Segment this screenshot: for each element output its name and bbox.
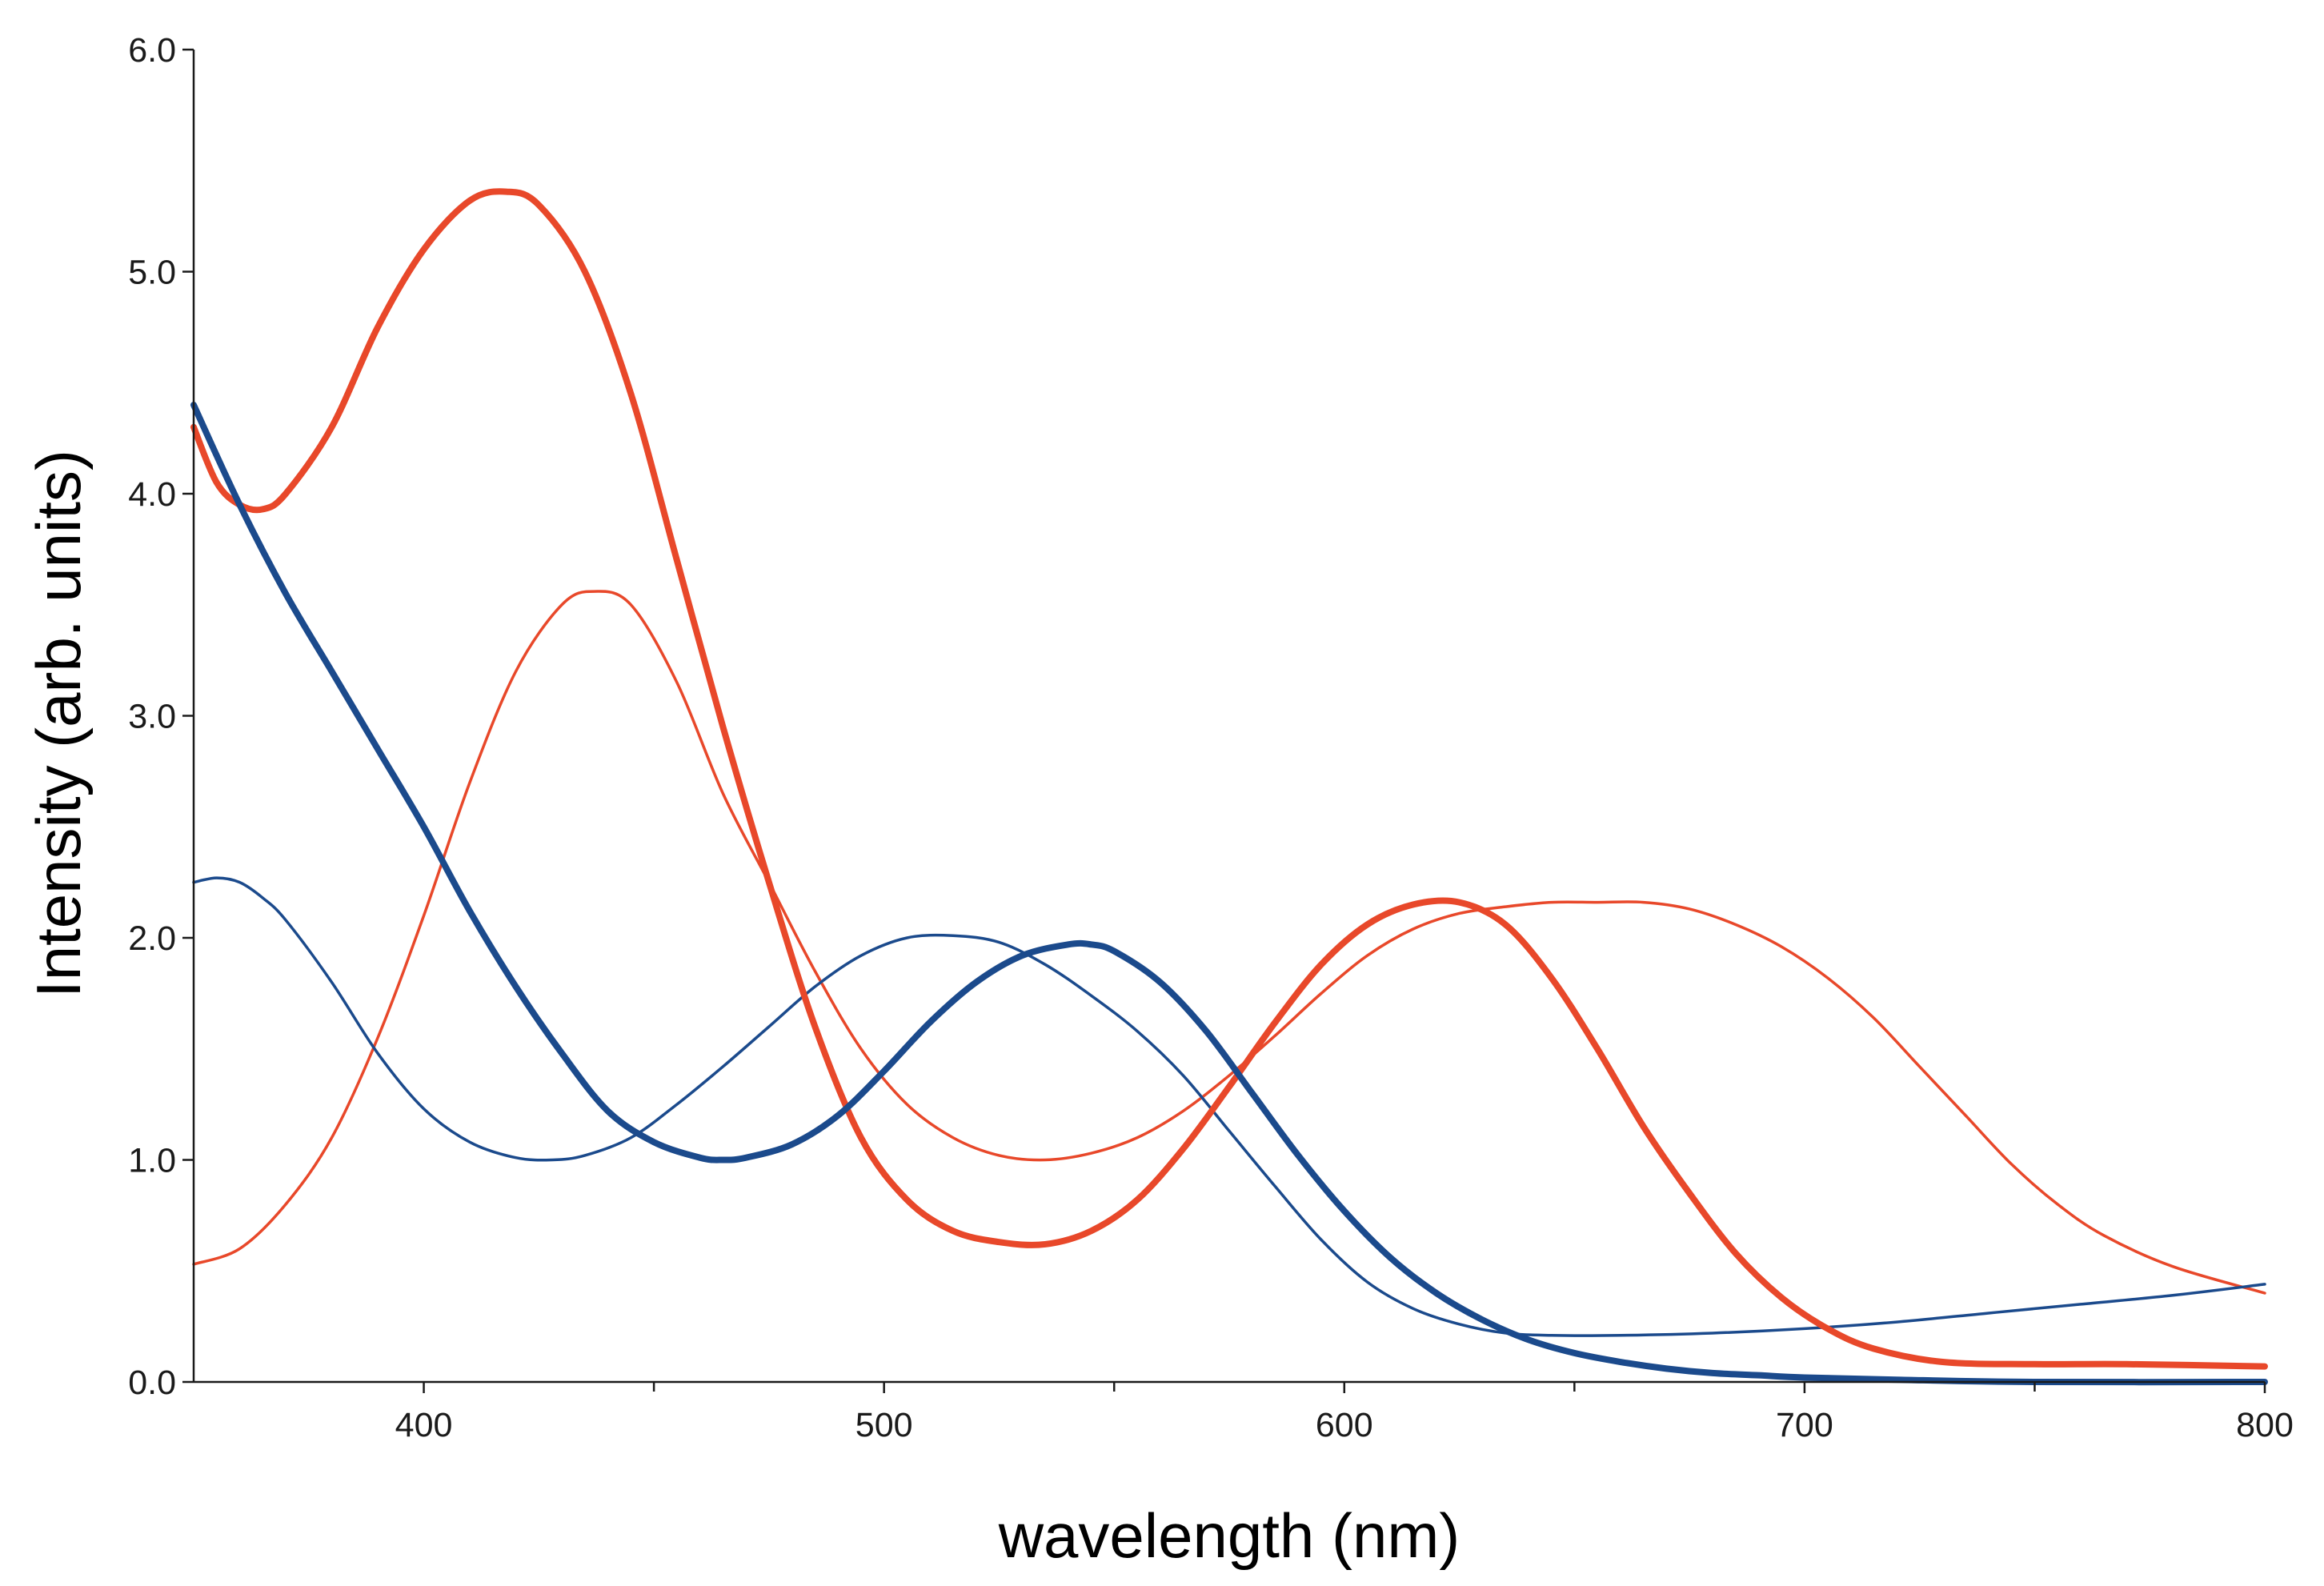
x-tick-label: 700 [1776,1406,1833,1444]
series-line-red-thick [190,188,2268,1370]
x-axis-ticks: 400 500 600 700 800 [395,1382,2294,1444]
y-tick-label: 0.0 [128,1364,176,1402]
x-tick-label: 600 [1316,1406,1373,1444]
y-tick-label: 5.0 [128,254,176,292]
y-tick-label: 6.0 [128,31,176,70]
plot-series-group [190,188,2268,1386]
y-tick-label: 2.0 [128,919,176,958]
y-tick-label: 3.0 [128,698,176,736]
x-axis-title: wavelength (nm) [998,1500,1461,1571]
x-tick-label: 800 [2236,1406,2294,1444]
y-axis-ticks: 0.0 1.0 2.0 3.0 4.0 5.0 6.0 [128,31,194,1402]
x-tick-label: 400 [395,1406,453,1444]
y-tick-label: 4.0 [128,475,176,514]
series-line-red-thin [192,590,2266,1295]
series-line-blue-thick [190,402,2268,1386]
x-tick-label: 500 [855,1406,913,1444]
series-line-blue-thin [192,876,2266,1337]
y-tick-label: 1.0 [128,1142,176,1180]
y-axis-title: Intensity (arb. units) [23,450,94,998]
